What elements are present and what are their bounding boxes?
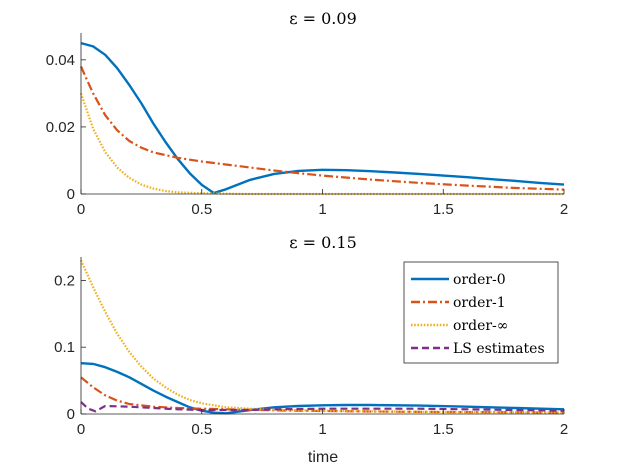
- y-tick-label: 0.1: [54, 339, 75, 356]
- series-line-orderinf: [79, 259, 565, 414]
- x-tick-label: 0.5: [191, 421, 212, 438]
- legend-label: order-1: [453, 295, 506, 311]
- x-tick-label: 0: [77, 421, 85, 438]
- legend-label: order-0: [453, 272, 506, 288]
- legend: order-0 order-1 order-∞ LS estimates: [403, 261, 559, 364]
- x-tick-label: 1.5: [433, 421, 454, 438]
- series-line-order-0: [80, 41, 565, 195]
- series-line-order-1: [80, 376, 565, 414]
- y-tick-label: 0: [67, 186, 75, 203]
- series-line-ls-estimates: [80, 401, 565, 413]
- y-tick-label: 0.04: [46, 52, 75, 69]
- series-line-order-1: [79, 66, 565, 191]
- x-axis-label: time: [308, 449, 338, 466]
- x-tick-label: 1: [318, 201, 326, 218]
- legend-label: LS estimates: [453, 341, 545, 357]
- series-line-orderinf: [79, 93, 564, 196]
- series-line-order-0: [80, 362, 565, 415]
- legend-label: order-∞: [453, 318, 508, 334]
- panel-bottom-ticks: 0 0.5 1 1.5 2 0 0.1 0.2: [54, 272, 568, 438]
- panel-top-ticks: 0 0.5 1 1.5 2 0 0.02 0.04: [46, 52, 568, 218]
- panel-top-title: ε = 0.09: [289, 9, 357, 28]
- x-tick-label: 2: [560, 421, 568, 438]
- y-tick-label: 0.02: [46, 119, 75, 136]
- x-tick-label: 1.5: [433, 201, 454, 218]
- panel-top-series: [79, 41, 565, 196]
- panel-bottom-series: [79, 259, 565, 415]
- panel-top-plot-area: [81, 33, 564, 194]
- panel-bottom: ε = 0.15 0 0.5 1 1.5 200.10.2 time order-0or…: [54, 233, 568, 466]
- panel-top: ε = 0.09 0 0.5 1 1.5 2 0 0.02 0.04: [46, 9, 568, 218]
- y-tick-label: 0: [67, 406, 75, 423]
- x-tick-label: 0: [77, 201, 85, 218]
- x-tick-label: 1: [318, 421, 326, 438]
- x-tick-label: 0.5: [191, 201, 212, 218]
- x-tick-label: 2: [560, 201, 568, 218]
- panel-bottom-title: ε = 0.15: [289, 233, 357, 252]
- y-tick-label: 0.2: [54, 272, 75, 289]
